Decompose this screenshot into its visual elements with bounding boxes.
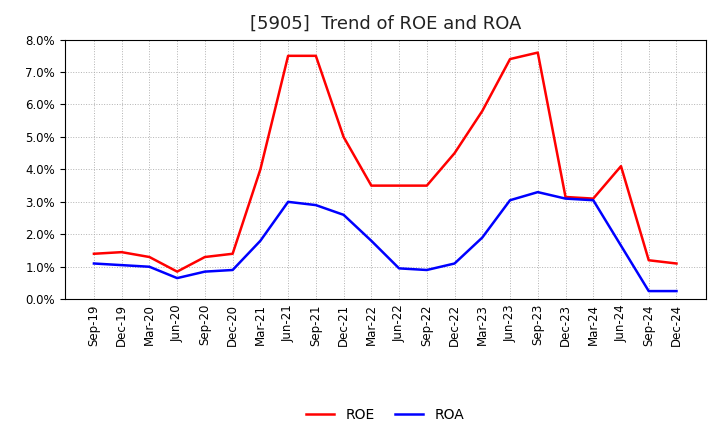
- ROA: [117, 263, 126, 268]
- ROE: [256, 167, 265, 172]
- ROE: [367, 183, 376, 188]
- ROA: [616, 243, 625, 248]
- Title: [5905]  Trend of ROE and ROA: [5905] Trend of ROE and ROA: [250, 15, 521, 33]
- ROA: [284, 199, 292, 205]
- ROE: [339, 134, 348, 139]
- Legend: ROE, ROA: ROE, ROA: [301, 402, 469, 427]
- ROE: [284, 53, 292, 59]
- ROE: [89, 251, 98, 257]
- ROA: [145, 264, 154, 269]
- ROE: [616, 164, 625, 169]
- ROE: [589, 196, 598, 201]
- Line: ROE: ROE: [94, 52, 677, 271]
- ROA: [672, 289, 681, 294]
- ROA: [423, 268, 431, 273]
- ROE: [117, 249, 126, 255]
- ROA: [89, 261, 98, 266]
- Line: ROA: ROA: [94, 192, 677, 291]
- ROA: [644, 289, 653, 294]
- ROE: [450, 150, 459, 156]
- ROA: [589, 198, 598, 203]
- ROE: [505, 56, 514, 62]
- ROE: [312, 53, 320, 59]
- ROA: [228, 268, 237, 273]
- ROA: [367, 238, 376, 243]
- ROA: [339, 212, 348, 217]
- ROE: [201, 254, 210, 260]
- ROE: [561, 194, 570, 200]
- ROA: [561, 196, 570, 201]
- ROA: [173, 275, 181, 281]
- ROA: [450, 261, 459, 266]
- ROE: [145, 254, 154, 260]
- ROE: [173, 269, 181, 274]
- ROA: [534, 190, 542, 195]
- ROA: [312, 202, 320, 208]
- ROE: [423, 183, 431, 188]
- ROA: [256, 238, 265, 243]
- ROE: [644, 258, 653, 263]
- ROA: [395, 266, 403, 271]
- ROE: [395, 183, 403, 188]
- ROE: [228, 251, 237, 257]
- ROA: [505, 198, 514, 203]
- ROE: [478, 108, 487, 114]
- ROA: [201, 269, 210, 274]
- ROE: [672, 261, 681, 266]
- ROE: [534, 50, 542, 55]
- ROA: [478, 235, 487, 240]
